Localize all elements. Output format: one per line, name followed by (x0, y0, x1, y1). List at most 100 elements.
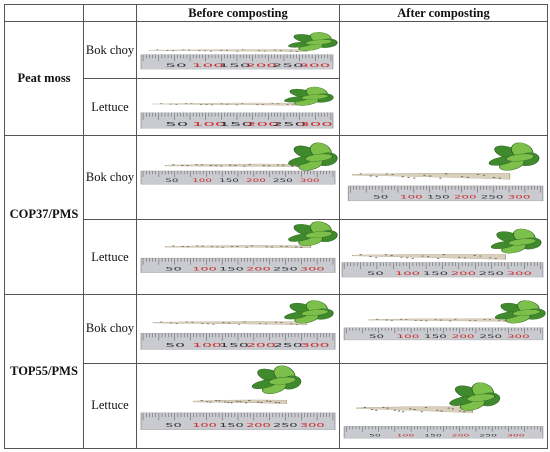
row-cop-lettuce: Lettuce 50 100 150 200 250 300 50 100 150 200 250… (5, 219, 548, 295)
soil-speck (274, 321, 277, 323)
ruler-label: 150 (424, 432, 442, 437)
soil-speck (424, 406, 428, 408)
photo-cell: 50 100 150 200 250 300 (136, 219, 340, 295)
leaf (507, 239, 537, 246)
soil-speck (413, 408, 416, 410)
soil-speck (462, 410, 466, 412)
soil-speck (187, 49, 191, 51)
soil-speck (291, 104, 295, 106)
ruler-label: 150 (423, 272, 448, 277)
soil-speck (494, 258, 498, 260)
ruler-label: 100 (395, 272, 420, 277)
plant-photo: 50 100 150 200 250 300 (138, 23, 339, 78)
soil-speck (212, 323, 215, 325)
ruler-label: 250 (479, 335, 502, 339)
plant-photo: 50 100 150 200 250 300 (138, 295, 339, 362)
soil-speck (295, 50, 299, 52)
soil-speck (444, 173, 448, 175)
photo-cell: 50 100 150 200 250 300 (136, 21, 340, 80)
soil-speck (276, 103, 280, 105)
soil-speck (457, 257, 461, 259)
soil-speck (260, 401, 263, 403)
ruler-label: 300 (300, 423, 325, 429)
soil-speck (460, 176, 464, 178)
soil-speck (405, 257, 409, 259)
soil-speck (419, 319, 423, 321)
soil-speck (230, 402, 233, 404)
soil-speck (191, 321, 194, 323)
soil-speck (259, 322, 262, 324)
soil-speck (201, 322, 204, 324)
ruler-label: 200 (245, 63, 277, 68)
soil-speck (401, 176, 404, 178)
soil-speck (181, 246, 184, 248)
ruler-label: 150 (218, 122, 253, 128)
ruler-label: 100 (192, 63, 224, 68)
ruler-label: 300 (507, 432, 525, 437)
ruler-label: 300 (508, 195, 531, 200)
ruler-label: 150 (427, 195, 450, 200)
soil-speck (264, 323, 268, 324)
photo-cell: 50 100 150 200 250 300 (136, 135, 340, 221)
soil-speck (200, 399, 203, 401)
soil-speck (235, 50, 239, 52)
soil-speck (199, 104, 203, 105)
plant-on-ruler-illustration: 50 100 150 200 250 300 (347, 142, 544, 202)
soil-speck (243, 321, 246, 322)
soil-speck (375, 176, 378, 178)
soil-speck (200, 164, 204, 166)
soil-speck (374, 257, 378, 259)
ruler-label: 300 (300, 342, 330, 348)
soil-speck (210, 246, 214, 248)
soil-speck (172, 164, 175, 166)
soil-speck (265, 246, 268, 248)
ruler-label: 250 (479, 272, 504, 277)
soil-speck (425, 320, 428, 321)
ruler-label: 100 (397, 335, 420, 339)
soil-speck (210, 104, 214, 106)
soil-speck (209, 401, 212, 403)
soil-speck (280, 246, 283, 248)
soil-speck (160, 103, 163, 104)
soil-speck (182, 49, 185, 51)
ruler-label: 50 (369, 432, 381, 437)
soil-speck (421, 256, 424, 257)
ruler-label: 250 (273, 179, 293, 184)
soil-speck (492, 177, 496, 179)
soil-speck (374, 409, 378, 411)
soil-speck (160, 321, 163, 322)
soil-speck (220, 103, 223, 105)
ruler-label: 100 (192, 179, 212, 184)
soil-speck (280, 321, 283, 323)
header-blank-1 (4, 3, 84, 23)
ruler-label: 300 (298, 63, 330, 68)
soil-speck (171, 50, 175, 52)
crop-label: Lettuce (83, 219, 137, 295)
soil-speck (391, 174, 394, 176)
soil-speck (250, 246, 254, 247)
ruler-label: 50 (165, 423, 181, 429)
ruler-label: 50 (165, 342, 185, 348)
soil-speck (289, 50, 293, 52)
ruler-label: 250 (272, 63, 304, 68)
photo-cell: 50 100 150 200 250 300 (339, 135, 548, 221)
soil-speck (219, 49, 223, 51)
crop-label: Lettuce (83, 362, 137, 450)
soil-speck (498, 177, 502, 179)
soil-speck (488, 257, 492, 259)
soil-speck (414, 319, 417, 321)
leaf (268, 376, 297, 385)
soil-speck (447, 407, 450, 409)
soil-speck (218, 400, 221, 402)
soil-speck (363, 406, 367, 408)
header-before: Before composting (136, 3, 340, 23)
leaf (511, 309, 541, 316)
soil-speck (205, 104, 208, 106)
plant-photo: 50 100 150 200 250 300 (341, 364, 547, 447)
soil-speck (270, 247, 274, 248)
soil-speck (463, 257, 467, 259)
soil-speck (234, 165, 237, 167)
treatment-label: TOP55/PMS (4, 293, 84, 450)
soil-speck (454, 318, 457, 320)
ruler-label: 100 (192, 423, 217, 429)
